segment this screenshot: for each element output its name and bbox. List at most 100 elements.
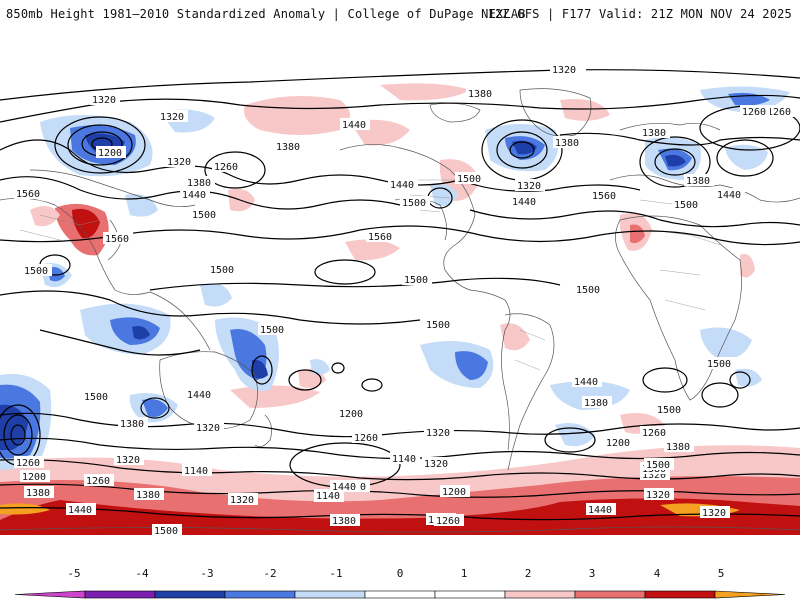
contour-label: 1500: [657, 405, 681, 416]
colorbar-segment: [84, 590, 156, 599]
contour-label: 1260: [742, 107, 766, 118]
colorbar-tick: 0: [397, 567, 404, 580]
coastlines: [0, 88, 800, 533]
contour-label: 1500: [402, 198, 426, 209]
contour-label: 1380: [555, 138, 579, 149]
contour-label: 1320: [426, 428, 450, 439]
colorbar-tick: -2: [263, 567, 276, 580]
colorbar-segment: [14, 590, 86, 599]
colorbar-segment: [504, 590, 576, 599]
contour-label: 1380: [332, 516, 356, 527]
contour-labels: 1320 1320 1380 1260 1200 1320 1440 1380 …: [14, 63, 795, 535]
contour-label: 1560: [368, 232, 392, 243]
colorbar-segment: [574, 590, 646, 599]
contour-label: 1140: [184, 466, 208, 477]
contour-label: 1500: [674, 200, 698, 211]
map-title: 850mb Height 1981–2010 Standardized Anom…: [6, 7, 526, 21]
contour-label: 1260: [214, 162, 238, 173]
contour-label: 1380: [120, 419, 144, 430]
contour-label: 1500: [646, 460, 670, 471]
colorbar-tick: -1: [329, 567, 342, 580]
contour-label: 1200: [606, 438, 630, 449]
contour-label: 1320: [92, 95, 116, 106]
contour-label: 1560: [592, 191, 616, 202]
colorbar-tick: -5: [67, 567, 80, 580]
contour-label: 1200: [442, 487, 466, 498]
contour-label: 1320: [646, 490, 670, 501]
contour-label: 1500: [457, 174, 481, 185]
contour-label: 1260: [642, 428, 666, 439]
contour-label: 1500: [192, 210, 216, 221]
contour-label: 1380: [276, 142, 300, 153]
colorbar-tick: 1: [461, 567, 468, 580]
contour-label: 1380: [187, 178, 211, 189]
colorbar-tick: 5: [718, 567, 725, 580]
colorbar-segment: [714, 590, 786, 599]
contour-label: 1440: [717, 190, 741, 201]
contour-label: 1380: [666, 442, 690, 453]
contour-label: 1320: [702, 508, 726, 519]
contour-label: 1320: [160, 112, 184, 123]
colorbar-segment: [644, 590, 716, 599]
contour-label: 1560: [16, 189, 40, 200]
contour-label: 1320: [552, 65, 576, 76]
contour-label: 1380: [686, 176, 710, 187]
contour-label: 1260: [436, 516, 460, 527]
colorbar-tick: 2: [525, 567, 532, 580]
contour-label: 1200: [98, 148, 122, 159]
contour-label: 1380: [136, 490, 160, 501]
contour-label: 1500: [84, 392, 108, 403]
contour-label: 1260: [86, 476, 110, 487]
contour-label: 1320: [230, 495, 254, 506]
colorbar-tick: -4: [135, 567, 149, 580]
contour-label: 1140: [316, 491, 340, 502]
contour-label: 1200: [339, 409, 363, 420]
contour-label: 1440: [390, 180, 414, 191]
contour-label: 1320: [167, 157, 191, 168]
colorbar-segment: [154, 590, 226, 599]
contour-label: 1500: [426, 320, 450, 331]
contour-label: 1500: [24, 266, 48, 277]
anomaly-map: 1320 1320 1380 1260 1200 1320 1440 1380 …: [0, 30, 800, 535]
contour-label: 1140: [392, 454, 416, 465]
contour-label: 1500: [707, 359, 731, 370]
contour-label: 1320: [517, 181, 541, 192]
contour-label: 1500: [576, 285, 600, 296]
contour-label: 1260: [354, 433, 378, 444]
contour-label: 1440: [574, 377, 598, 388]
contour-label: 1440: [512, 197, 536, 208]
contour-label: 1560: [105, 234, 129, 245]
colorbar-segment: [294, 590, 366, 599]
model-valid-time: 12Z GFS | F177 Valid: 21Z MON NOV 24 202…: [487, 7, 792, 21]
colorbar-tick: 4: [654, 567, 661, 580]
contour-label: 1440: [68, 505, 92, 516]
colorbar-tick: 3: [589, 567, 596, 580]
contour-label: 1320: [424, 459, 448, 470]
contour-label: 1320: [196, 423, 220, 434]
contour-label: 1440: [342, 120, 366, 131]
contour-label: 1380: [584, 398, 608, 409]
colorbar-segments: [14, 590, 786, 599]
contour-label: 1320: [642, 470, 666, 481]
contour-label: 1440: [332, 482, 356, 493]
contour-label: 1500: [154, 526, 178, 535]
contour-label: 1380: [642, 128, 666, 139]
colorbar-segment: [434, 590, 506, 599]
contour-label: 1500: [260, 325, 284, 336]
contour-label: 1500: [404, 275, 428, 286]
contour-label: 1260: [16, 458, 40, 469]
contour-label: 1380: [468, 89, 492, 100]
contour-label: 1500: [210, 265, 234, 276]
contour-label: 1440: [182, 190, 206, 201]
contour-label: 1380: [26, 488, 50, 499]
colorbar-tick: -3: [200, 567, 213, 580]
contour-label: 1260: [767, 107, 791, 118]
colorbar-segment: [224, 590, 296, 599]
colorbar-ticks: -5 -4 -3 -2 -1 0 1 2 3 4 5: [67, 567, 724, 580]
anomaly-colorbar: -5 -4 -3 -2 -1 0 1 2 3 4 5: [0, 565, 800, 600]
header: 850mb Height 1981–2010 Standardized Anom…: [0, 0, 800, 30]
contour-label: 1200: [22, 472, 46, 483]
contour-label: 1320: [116, 455, 140, 466]
contour-label: 1440: [187, 390, 211, 401]
contour-label: 1440: [588, 505, 612, 516]
